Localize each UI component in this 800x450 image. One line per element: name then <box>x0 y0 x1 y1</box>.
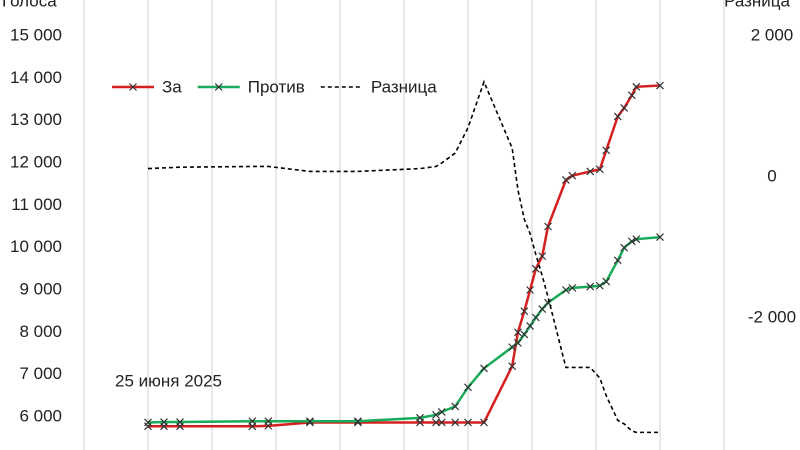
point-marker <box>613 256 622 265</box>
y-tick-label: 15 000 <box>10 25 62 44</box>
y2-axis-title: Разница <box>724 0 790 10</box>
point-marker <box>620 104 629 112</box>
point-marker <box>656 81 664 90</box>
series-line <box>147 235 661 424</box>
y-tick-label: 9 000 <box>19 279 62 298</box>
point-marker <box>568 171 577 180</box>
point-marker <box>538 252 547 261</box>
point-marker <box>526 286 535 294</box>
point-marker <box>595 281 604 290</box>
legend-label: За <box>162 77 182 96</box>
point-marker <box>531 313 540 322</box>
point-marker <box>526 322 535 330</box>
point-marker <box>627 91 636 100</box>
point-marker <box>432 418 440 427</box>
point-marker <box>480 364 488 373</box>
point-marker <box>520 307 529 316</box>
point-marker <box>248 417 257 426</box>
y-tick-label: 10 000 <box>10 237 62 256</box>
point-marker <box>538 305 547 313</box>
point-marker <box>561 286 570 294</box>
legend-marker <box>214 83 223 91</box>
legend-label: Разница <box>371 77 437 96</box>
point-marker <box>531 264 540 273</box>
point-marker <box>620 243 629 252</box>
point-marker <box>586 167 595 176</box>
point-marker <box>602 277 611 286</box>
point-marker <box>544 298 552 307</box>
point-marker <box>508 343 517 352</box>
point-marker <box>544 222 552 231</box>
point-marker <box>656 233 664 241</box>
point-marker <box>264 417 273 426</box>
point-marker <box>602 146 611 155</box>
point-marker <box>160 418 168 426</box>
point-marker <box>437 407 446 416</box>
y2-tick-label: -2 000 <box>748 308 796 327</box>
y-tick-label: 14 000 <box>10 68 62 87</box>
point-marker <box>144 422 152 431</box>
y-tick-label: 13 000 <box>10 110 62 129</box>
point-marker <box>613 112 622 121</box>
point-marker <box>144 418 152 427</box>
point-marker <box>586 282 595 291</box>
point-marker <box>464 383 472 392</box>
point-marker <box>432 410 440 419</box>
point-marker <box>568 283 577 292</box>
point-marker <box>561 176 570 184</box>
y-axis-title: Голоса <box>2 0 57 10</box>
point-marker <box>451 402 460 411</box>
point-marker <box>437 418 446 427</box>
point-marker <box>508 362 517 371</box>
y-tick-label: 6 000 <box>19 406 62 425</box>
y-tick-label: 11 000 <box>11 195 62 214</box>
y-tick-label: 8 000 <box>19 322 62 341</box>
point-marker <box>595 165 604 174</box>
legend-marker <box>129 83 137 91</box>
annotation: 25 июня 2025 <box>115 371 222 390</box>
point-marker <box>520 330 529 339</box>
legend-label: Против <box>248 77 305 96</box>
y-tick-label: 7 000 <box>19 364 62 383</box>
point-marker <box>627 237 636 246</box>
point-marker <box>353 417 362 426</box>
y-tick-label: 12 000 <box>10 152 62 171</box>
point-marker <box>416 413 424 422</box>
point-marker <box>176 418 184 426</box>
y2-tick-label: 0 <box>767 167 776 186</box>
y2-tick-label: 2 000 <box>751 25 794 44</box>
point-marker <box>513 328 522 337</box>
point-marker <box>451 418 460 427</box>
series-line <box>148 84 661 428</box>
point-marker <box>632 82 641 91</box>
point-marker <box>305 417 314 426</box>
point-marker <box>480 418 488 427</box>
point-marker <box>632 235 641 244</box>
point-marker <box>513 338 522 347</box>
point-marker <box>464 418 472 427</box>
series-line <box>147 79 660 434</box>
